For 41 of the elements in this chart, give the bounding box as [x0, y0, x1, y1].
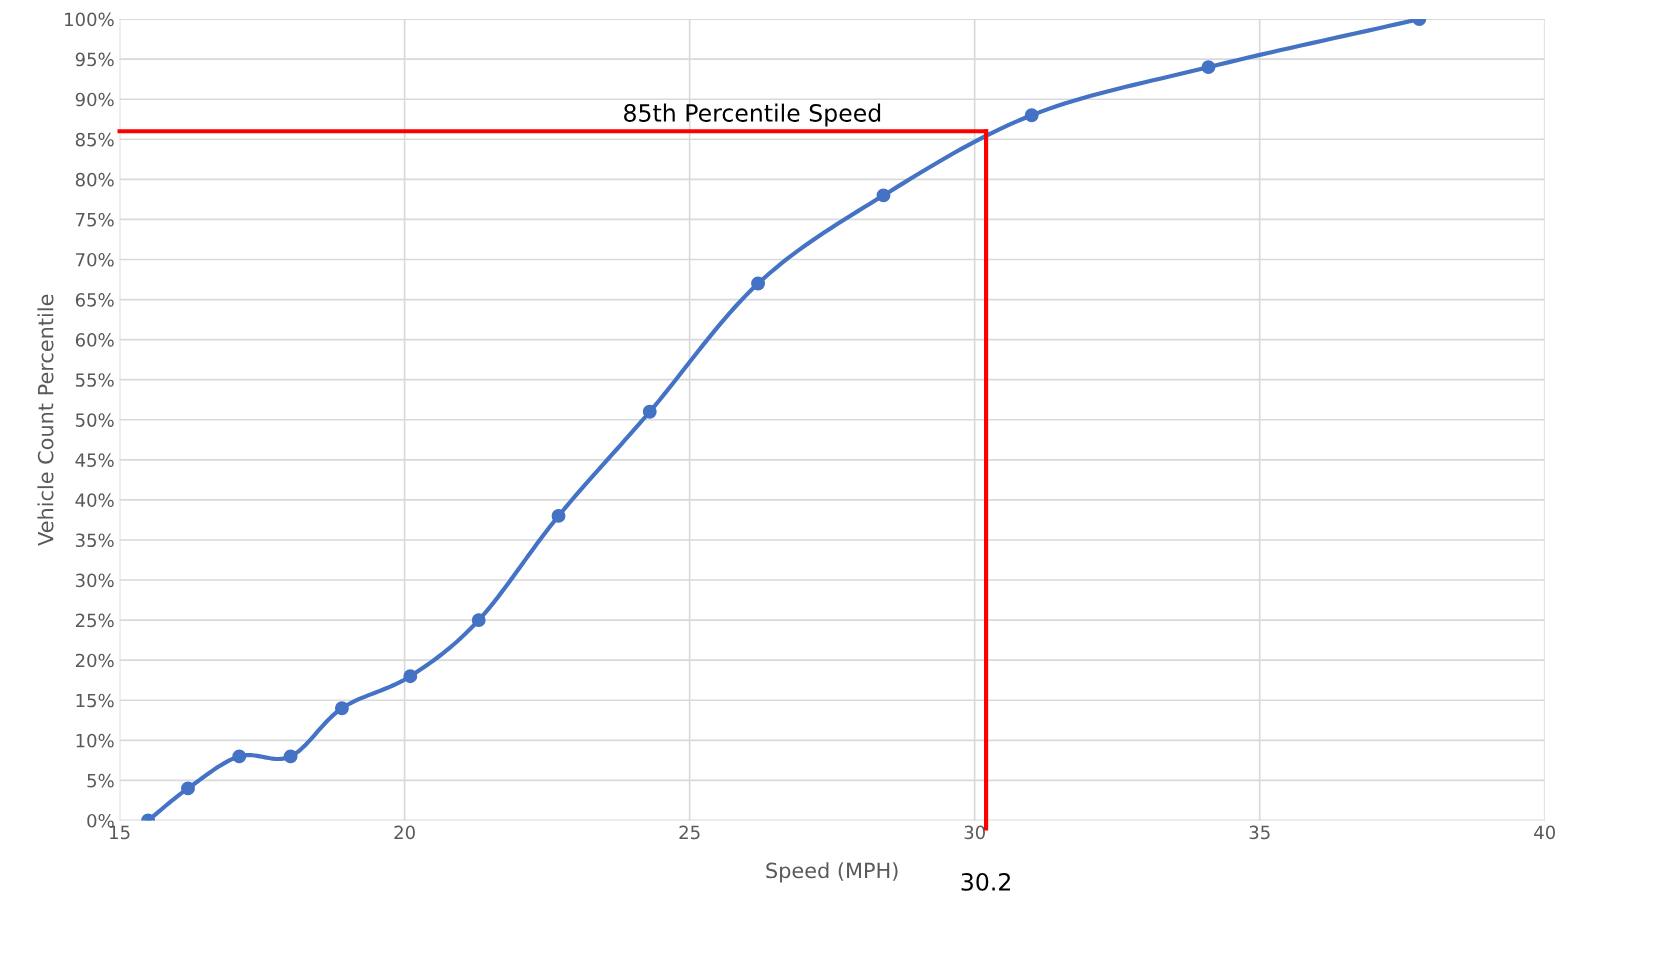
y-tick-label: 60% [75, 333, 114, 347]
ref-line-label: 85th Percentile Speed [624, 103, 881, 127]
point [876, 188, 891, 203]
point [751, 276, 765, 291]
y-tick-label: 55% [75, 373, 114, 387]
y-tick-label: 35% [75, 533, 114, 548]
y-tick-label: 65% [75, 293, 114, 307]
y-tick-label: 95% [75, 52, 114, 67]
y-tick-label: 30% [75, 573, 114, 588]
point [283, 749, 298, 764]
y-tick-label: 45% [75, 453, 114, 467]
point [1201, 60, 1216, 75]
x-axis-title: Speed (MPH) [766, 862, 898, 883]
point [551, 508, 566, 523]
y-tick-label: 80% [75, 172, 114, 187]
y-tick-label: 70% [76, 252, 114, 267]
ref-line-label: 30.2 [961, 872, 1010, 891]
y-tick-label: 90% [75, 92, 114, 107]
y-tick-label: 75% [76, 212, 114, 227]
y-tick-label: 25% [75, 613, 114, 628]
x-tick-label: 40 [1534, 825, 1556, 840]
point [403, 669, 418, 684]
x-tick-label: 35 [1249, 825, 1270, 840]
y-tick-label: 5% [87, 773, 114, 788]
point [471, 613, 486, 628]
y-tick-label: 85% [75, 132, 114, 147]
point [232, 749, 247, 764]
y-tick-label: 100% [65, 12, 114, 27]
y-tick-label: 15% [76, 693, 114, 708]
y-tick-label: 20% [75, 653, 114, 668]
y-axis-title: Vehicle Count Percentile [37, 294, 54, 546]
point [181, 781, 195, 796]
y-tick-label: 50% [75, 413, 114, 427]
x-tick-label: 30 [964, 825, 985, 840]
point [1024, 108, 1039, 123]
x-tick-label: 20 [394, 825, 415, 840]
y-tick-label: 10% [76, 733, 114, 748]
x-tick-label: 25 [679, 825, 700, 840]
point [334, 701, 349, 716]
point [642, 404, 657, 419]
y-tick-label: 40% [75, 493, 114, 508]
